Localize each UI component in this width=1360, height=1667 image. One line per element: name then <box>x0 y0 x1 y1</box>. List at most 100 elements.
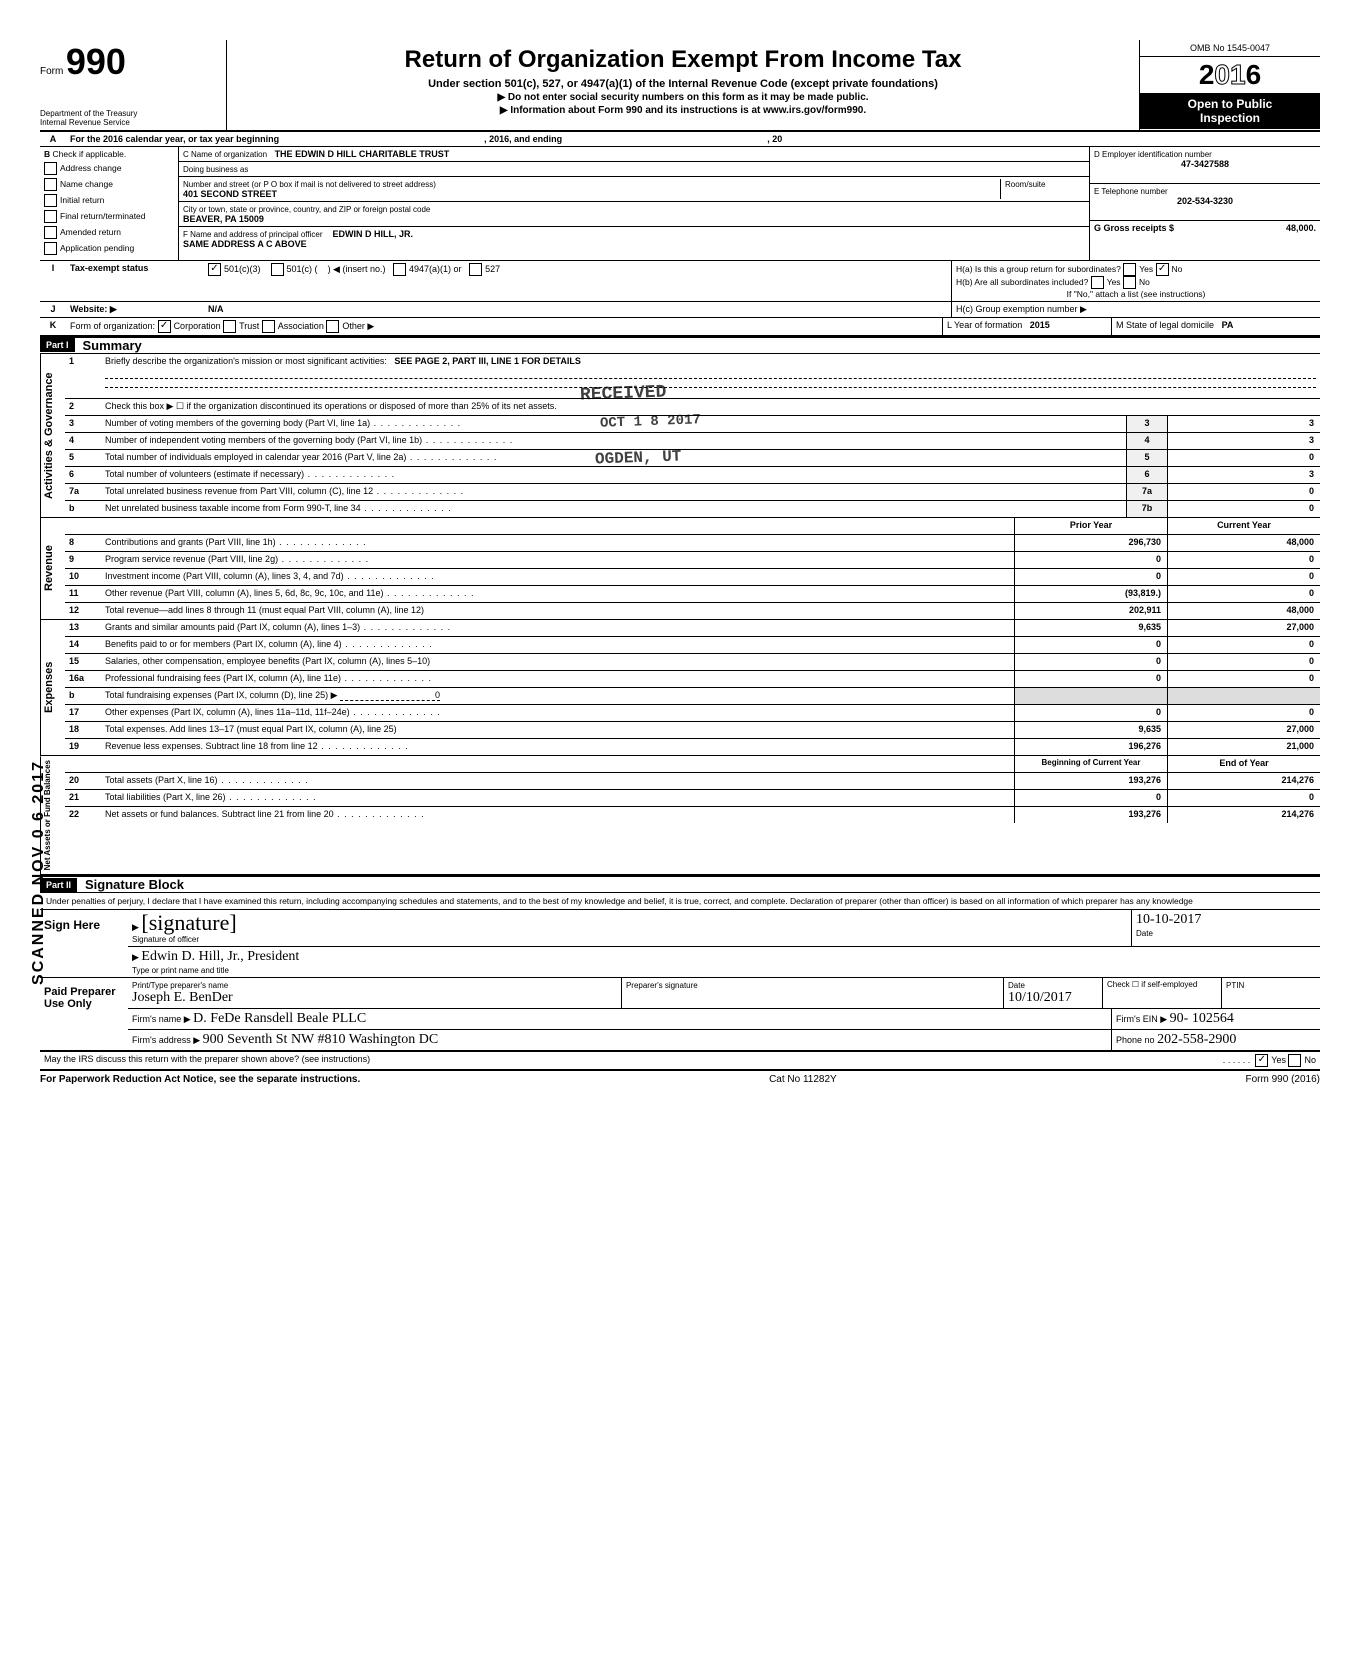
l1-text: Briefly describe the organization's miss… <box>105 356 387 366</box>
l22-prior: 193,276 <box>1014 807 1167 823</box>
d-label: D Employer identification number <box>1094 150 1212 159</box>
l21-text: Total liabilities (Part X, line 26) <box>101 790 1014 806</box>
hb-label: H(b) Are all subordinates included? <box>956 276 1088 286</box>
l17-text: Other expenses (Part IX, column (A), lin… <box>101 705 1014 721</box>
sig-date: 10-10-2017 <box>1136 912 1201 927</box>
subtitle: Under section 501(c), 527, or 4947(a)(1)… <box>235 78 1131 90</box>
opt-501c: 501(c) ( <box>287 263 318 273</box>
cb-hb-yes[interactable] <box>1091 276 1104 289</box>
officer-name: EDWIN D HILL, JR. <box>333 229 414 239</box>
opt-other: Other ▶ <box>342 320 374 330</box>
cb-501c[interactable] <box>271 263 284 276</box>
l5-text: Total number of individuals employed in … <box>101 450 1126 466</box>
open-public-1: Open to Public <box>1140 97 1320 111</box>
firm-label: Firm's name ▶ <box>132 1014 191 1024</box>
state-domicile: PA <box>1222 320 1234 330</box>
l13-prior: 9,635 <box>1014 620 1167 636</box>
cb-assoc[interactable] <box>262 320 275 333</box>
row-a-text2: , 2016, and ending <box>484 134 562 144</box>
hb-no: No <box>1139 276 1150 286</box>
cb-discuss-yes[interactable] <box>1255 1054 1268 1067</box>
j-label: Website: ▶ <box>66 302 204 317</box>
cb-final[interactable] <box>44 210 57 223</box>
cb-ha-no[interactable] <box>1156 263 1169 276</box>
sec4-label: Net Assets or Fund Balances <box>40 756 65 874</box>
opt-501c-b: ) ◀ (insert no.) <box>328 263 386 273</box>
sig-of-label: Signature of officer <box>132 935 199 944</box>
cb-corp[interactable] <box>158 320 171 333</box>
cb-pending[interactable] <box>44 242 57 255</box>
room-label: Room/suite <box>1005 180 1045 189</box>
l20-prior: 193,276 <box>1014 773 1167 789</box>
cb-other[interactable] <box>326 320 339 333</box>
preparer-date: 10/10/2017 <box>1008 990 1072 1005</box>
l16a-cur: 0 <box>1167 671 1320 687</box>
l2-text: Check this box ▶ ☐ if the organization d… <box>101 399 1320 415</box>
l16a-prior: 0 <box>1014 671 1167 687</box>
cb-ha-yes[interactable] <box>1123 263 1136 276</box>
cb-527[interactable] <box>469 263 482 276</box>
l14-text: Benefits paid to or for members (Part IX… <box>101 637 1014 653</box>
row-a-text1: For the 2016 calendar year, or tax year … <box>70 134 279 144</box>
firm-addr: 900 Seventh St NW #810 Washington DC <box>203 1032 439 1047</box>
prepsig-label: Preparer's signature <box>626 981 698 990</box>
l4-val: 3 <box>1167 433 1320 449</box>
cb-discuss-no[interactable] <box>1288 1054 1301 1067</box>
cb-trust[interactable] <box>223 320 236 333</box>
prior-head: Prior Year <box>1014 518 1167 534</box>
cb-hb-no[interactable] <box>1123 276 1136 289</box>
l11-cur: 0 <box>1167 586 1320 602</box>
f-label: F Name and address of principal officer <box>183 230 322 239</box>
l14-prior: 0 <box>1014 637 1167 653</box>
form-header: Form 990 Department of the Treasury Inte… <box>40 40 1320 132</box>
part1-title: Summary <box>75 338 142 353</box>
firm-name: D. FeDe Ransdell Beale PLLC <box>193 1011 366 1026</box>
cb-501c3[interactable] <box>208 263 221 276</box>
sec1-label: Activities & Governance <box>40 354 65 517</box>
l12-text: Total revenue—add lines 8 through 11 (mu… <box>101 603 1014 619</box>
l12-cur: 48,000 <box>1167 603 1320 619</box>
opt-527: 527 <box>485 263 500 273</box>
opt-corp: Corporation <box>174 320 221 330</box>
dba-label: Doing business as <box>183 165 248 174</box>
opt-501c3: 501(c)(3) <box>224 263 261 273</box>
l7b-text: Net unrelated business taxable income fr… <box>101 501 1126 517</box>
l11-text: Other revenue (Part VIII, column (A), li… <box>101 586 1014 602</box>
lbl-addr-change: Address change <box>60 162 121 172</box>
form-label: Form <box>40 66 63 77</box>
cb-name[interactable] <box>44 178 57 191</box>
opt-4947: 4947(a)(1) or <box>409 263 462 273</box>
l17-cur: 0 <box>1167 705 1320 721</box>
pdate-label: Date <box>1008 981 1025 990</box>
cb-initial[interactable] <box>44 194 57 207</box>
check-head: Check if applicable. <box>53 149 127 159</box>
org-name: THE EDWIN D HILL CHARITABLE TRUST <box>275 149 450 159</box>
l11-prior: (93,819.) <box>1014 586 1167 602</box>
cb-4947[interactable] <box>393 263 406 276</box>
i-label: Tax-exempt status <box>66 261 204 301</box>
opt-trust: Trust <box>239 320 259 330</box>
lbl-final: Final return/terminated <box>60 210 146 220</box>
ha-no: No <box>1172 263 1183 273</box>
cb-amended[interactable] <box>44 226 57 239</box>
l12-prior: 202,911 <box>1014 603 1167 619</box>
l14-cur: 0 <box>1167 637 1320 653</box>
l19-cur: 21,000 <box>1167 739 1320 755</box>
l10-cur: 0 <box>1167 569 1320 585</box>
l21-cur: 0 <box>1167 790 1320 806</box>
l13-text: Grants and similar amounts paid (Part IX… <box>101 620 1014 636</box>
city-label: City or town, state or province, country… <box>183 205 430 214</box>
paid-preparer: Paid Preparer Use Only <box>40 978 128 1050</box>
cb-addr[interactable] <box>44 162 57 175</box>
ptin-label: PTIN <box>1226 981 1244 990</box>
instr-info: ▶ Information about Form 990 and its ins… <box>235 105 1131 116</box>
l9-text: Program service revenue (Part VIII, line… <box>101 552 1014 568</box>
l10-text: Investment income (Part VIII, column (A)… <box>101 569 1014 585</box>
ein-val: 47-3427588 <box>1094 159 1316 169</box>
city-val: BEAVER, PA 15009 <box>183 214 264 224</box>
l-label: L Year of formation <box>947 320 1022 330</box>
l22-text: Net assets or fund balances. Subtract li… <box>101 807 1014 823</box>
l13-cur: 27,000 <box>1167 620 1320 636</box>
faddr-label: Firm's address ▶ <box>132 1035 200 1045</box>
l18-cur: 27,000 <box>1167 722 1320 738</box>
